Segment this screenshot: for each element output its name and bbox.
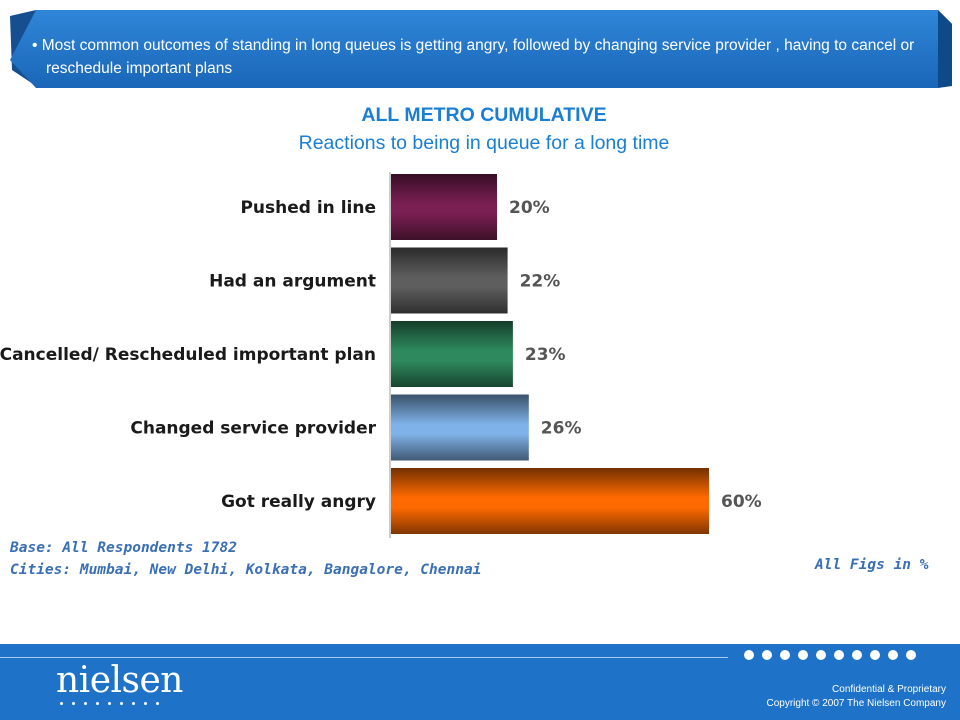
bar: [391, 174, 497, 240]
nielsen-logo: nielsen: [56, 660, 183, 701]
category-label: Pushed in line: [240, 198, 376, 218]
header-banner: [10, 10, 952, 88]
category-label: Got really angry: [221, 492, 376, 512]
footer: nielsen Confidential & Proprietary Copyr…: [0, 644, 960, 720]
logo-dots: [60, 702, 159, 705]
chart-subtitle: Reactions to being in queue for a long t…: [298, 132, 670, 154]
cities-note: Cities: Mumbai, New Delhi, Kolkata, Bang…: [10, 562, 482, 578]
copyright-label: Copyright © 2007 The Nielsen Company: [766, 698, 946, 709]
bar-chart: Pushed in line 20% Had an argument 22% Cance…: [0, 172, 762, 538]
category-label: Cancelled/ Rescheduled important plan: [0, 345, 376, 365]
footer-divider: [0, 657, 728, 658]
bar: [391, 394, 529, 461]
chart-title: ALL METRO CUMULATIVE: [361, 104, 607, 126]
confidential-label: Confidential & Proprietary: [832, 684, 946, 695]
summary-bullet: • Most common outcomes of standing in lo…: [32, 37, 915, 77]
data-label: 26%: [541, 419, 582, 439]
units-note: All Figs in %: [815, 557, 929, 573]
base-note: Base: All Respondents 1782: [10, 540, 237, 556]
category-label: Had an argument: [209, 272, 376, 292]
footer-dots: [744, 650, 916, 660]
bar: [391, 321, 513, 387]
data-label: 20%: [509, 198, 550, 218]
data-label: 23%: [525, 345, 566, 365]
data-label: 22%: [520, 272, 561, 292]
bar: [391, 247, 508, 314]
bar: [391, 468, 709, 534]
data-label: 60%: [721, 492, 762, 512]
category-label: Changed service provider: [130, 419, 376, 439]
